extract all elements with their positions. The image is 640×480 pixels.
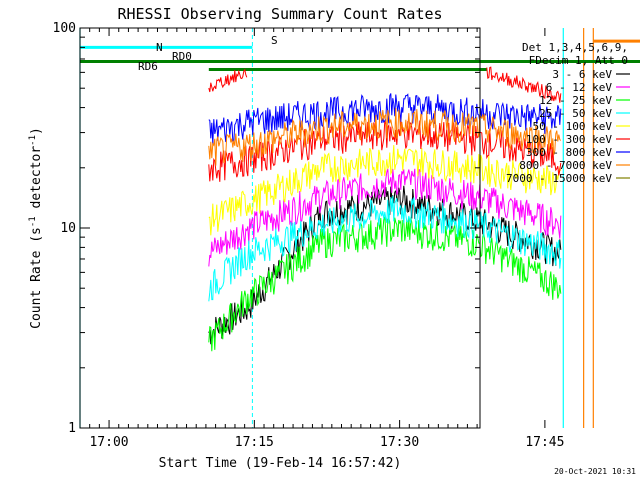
y-tick-label: 100 bbox=[53, 21, 76, 36]
legend-label: 300 - 800 keV bbox=[526, 146, 612, 159]
legend-header: FDecim 1, Att 0 bbox=[529, 54, 628, 67]
series-line-segment bbox=[208, 216, 562, 352]
series-3-6-kev bbox=[208, 185, 562, 345]
rd6-rate-line bbox=[208, 68, 248, 93]
y-axis-label: Count Rate (s-1 detector-1) bbox=[28, 127, 44, 329]
series-line-segment bbox=[208, 107, 562, 166]
x-axis-label: Start Time (19-Feb-14 16:57:42) bbox=[159, 456, 402, 471]
series-300-800-kev bbox=[208, 93, 562, 145]
legend-label: 800 - 7000 keV bbox=[519, 159, 612, 172]
legend-header: Det 1,3,4,5,6,9, bbox=[522, 41, 628, 54]
series-6-12-kev bbox=[208, 168, 562, 267]
series-50-100-kev bbox=[208, 145, 562, 236]
y-tick-label: 1 bbox=[68, 421, 76, 436]
series-line-segment bbox=[208, 145, 562, 236]
legend-label: 100 - 300 keV bbox=[526, 133, 612, 146]
series-800-7000-kev bbox=[208, 107, 562, 166]
plot-area bbox=[79, 28, 640, 428]
legend-label: 12 - 25 keV bbox=[539, 94, 612, 107]
x-tick-label: 17:30 bbox=[380, 435, 419, 450]
series-25-50-kev bbox=[208, 195, 562, 302]
series-line-segment bbox=[208, 93, 562, 145]
series-line-segment bbox=[208, 168, 562, 267]
series-line-segment bbox=[208, 195, 562, 302]
date-stamp: 20-Oct-2021 10:31 bbox=[554, 467, 636, 476]
chart-title: RHESSI Observing Summary Count Rates bbox=[117, 5, 442, 23]
night-label: N bbox=[156, 41, 163, 54]
legend-label: 6 - 12 keV bbox=[546, 81, 613, 94]
x-tick-label: 17:15 bbox=[235, 435, 274, 450]
series-line-segment bbox=[208, 185, 562, 345]
x-tick-label: 17:00 bbox=[89, 435, 128, 450]
legend-label: 25 - 50 keV bbox=[539, 107, 612, 120]
saa-label: S bbox=[271, 34, 278, 47]
legend-label: 3 - 6 keV bbox=[552, 68, 612, 81]
y-tick-label: 10 bbox=[60, 221, 76, 236]
rd6-label: RD6 bbox=[138, 60, 158, 73]
legend-label: 50 - 100 keV bbox=[533, 120, 613, 133]
x-tick-label: 17:45 bbox=[525, 435, 564, 450]
series-12-25-kev bbox=[208, 216, 562, 352]
legend: Det 1,3,4,5,6,9,FDecim 1, Att 03 - 6 keV… bbox=[506, 41, 630, 185]
legend-label: 7000 - 15000 keV bbox=[506, 172, 612, 185]
axis-ticks: 17:0017:1517:3017:4518:0018:1518:3011010… bbox=[53, 21, 565, 450]
rd0-rate-line bbox=[486, 66, 562, 103]
rd0-label: RD0 bbox=[172, 50, 192, 63]
